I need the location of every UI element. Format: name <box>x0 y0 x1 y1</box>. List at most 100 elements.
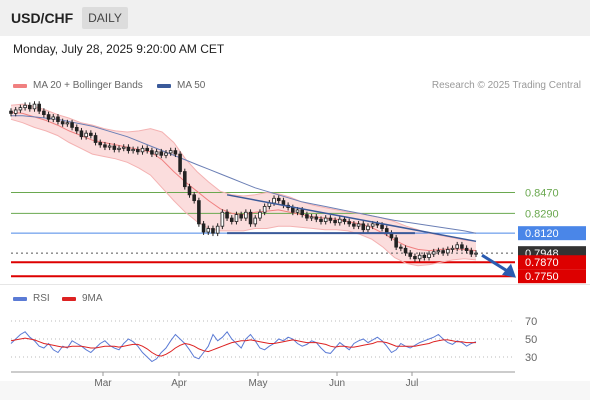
candle-body <box>455 244 460 249</box>
candle-body <box>300 209 305 215</box>
candle-body <box>272 197 276 204</box>
candle-body <box>18 107 23 111</box>
candle-body <box>131 149 135 152</box>
candle-body <box>168 150 173 154</box>
candle-body <box>399 246 403 249</box>
bb-lower-line <box>10 118 477 267</box>
candle-body <box>23 104 27 109</box>
candle-body <box>441 250 445 254</box>
candle-body <box>89 132 93 136</box>
legend-ma50-label: MA 50 <box>177 80 206 91</box>
candle-body <box>112 145 117 150</box>
candle-body <box>182 171 187 188</box>
candle-body <box>460 244 464 249</box>
candle-body <box>187 186 192 196</box>
legend-9ma-swatch <box>62 296 76 301</box>
rsi-panel <box>0 284 590 381</box>
candle-body <box>319 218 323 222</box>
candle-body <box>65 122 70 125</box>
candle-body <box>70 122 74 128</box>
candle-body <box>262 206 267 213</box>
candle-body <box>136 149 140 153</box>
candle-body <box>469 250 474 255</box>
candle-body <box>422 254 427 258</box>
candle-body <box>431 251 436 255</box>
candle-body <box>328 217 333 221</box>
candle-body <box>154 151 159 155</box>
candle-body <box>117 147 121 150</box>
level-label-box-5 <box>518 269 586 284</box>
ma20-line <box>10 111 477 252</box>
legend-9ma-label: 9MA <box>82 293 103 304</box>
legend-ma50: MA 50 <box>157 80 205 91</box>
candle-body <box>239 214 243 219</box>
candle-body <box>244 211 248 219</box>
ma50-line <box>11 115 477 234</box>
candle-body <box>258 211 262 219</box>
candle-body <box>225 211 229 219</box>
legend-ma50-swatch <box>157 83 171 88</box>
candle-body <box>159 151 164 156</box>
level-label-2: 0.8120 <box>525 228 559 240</box>
candle-body <box>201 223 206 233</box>
candle-body <box>361 223 366 231</box>
candle-body <box>178 153 182 172</box>
candle-body <box>229 217 234 222</box>
candle-body <box>192 194 196 202</box>
candle-body <box>366 225 370 231</box>
candle-body <box>314 216 319 220</box>
rsi-9ma-line <box>10 337 476 357</box>
candle-body <box>333 219 337 224</box>
legend-bb-label: MA 20 + Bollinger Bands <box>33 80 143 91</box>
candle-body <box>60 121 65 125</box>
candle-body <box>103 144 107 148</box>
candle-body <box>56 116 60 122</box>
level-label-box-4 <box>518 255 586 270</box>
candle-body <box>450 247 455 250</box>
candle-body <box>173 150 178 155</box>
candle-body <box>215 225 220 234</box>
candle-body <box>253 217 258 225</box>
candle-body <box>356 223 361 227</box>
rsi-tick-label: 30 <box>525 352 537 364</box>
candle-body <box>413 256 417 260</box>
candle-body <box>291 207 295 213</box>
x-tick-label: Jul <box>406 378 419 389</box>
level-label-4: 0.7870 <box>525 257 559 269</box>
candle-body <box>408 252 413 257</box>
candle-body <box>150 150 154 155</box>
x-tick-label: May <box>249 378 268 389</box>
candle-body <box>305 214 309 219</box>
level-label-box-2 <box>518 226 586 241</box>
candle-body <box>474 252 478 255</box>
projection-arrow-head <box>502 263 516 278</box>
candle-body <box>74 126 79 132</box>
candle-body <box>126 146 131 152</box>
timeframe-tab[interactable]: DAILY <box>82 7 128 29</box>
candle-body <box>140 147 145 153</box>
candle-body <box>464 247 469 252</box>
rsi-tick-label: 70 <box>525 316 537 328</box>
candle-body <box>121 146 126 149</box>
candle-body <box>347 221 351 225</box>
candle-body <box>375 223 380 226</box>
candle-body <box>164 152 168 156</box>
candle-body <box>51 116 56 120</box>
candle-body <box>394 237 398 248</box>
x-tick-label: Jun <box>329 378 345 389</box>
candle-body <box>427 253 431 258</box>
candle-body <box>37 103 41 112</box>
chart-header: USD/CHF DAILY <box>0 0 590 36</box>
symbol-label: USD/CHF <box>11 10 74 26</box>
candle-body <box>276 197 281 202</box>
candle-body <box>436 250 441 253</box>
candle-body <box>342 218 347 222</box>
candle-body <box>93 135 98 143</box>
candle-body <box>248 211 253 225</box>
candle-body <box>309 216 314 219</box>
candle-body <box>84 132 88 138</box>
candle-body <box>98 142 103 146</box>
level-label-5: 0.7750 <box>525 271 559 283</box>
